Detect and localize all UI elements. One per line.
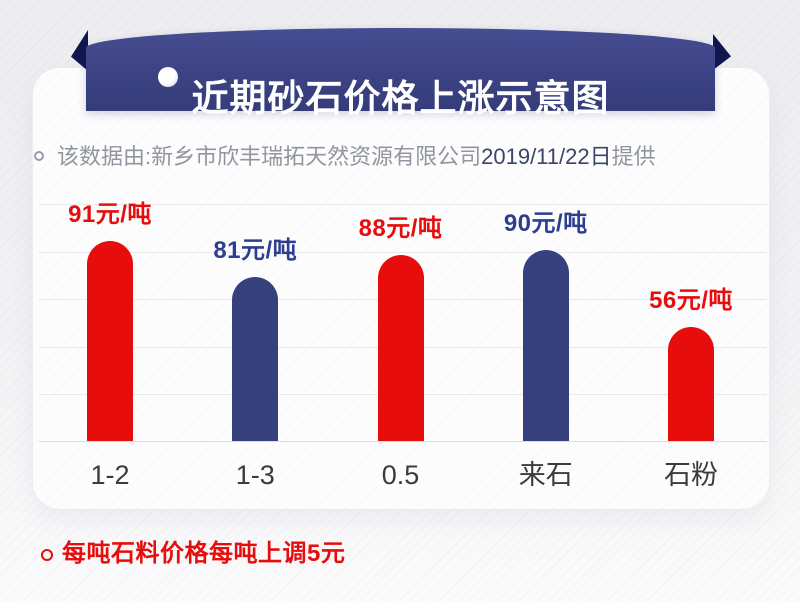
bar-0.5 [377,255,424,441]
data-source-text: 该数据由:新乡市欣丰瑞拓天然资源有限公司2019/11/22日提供 [57,144,656,170]
bar-value-label: 81元/吨 [213,237,298,264]
data-source-date: 2019/11/22日 [481,144,612,169]
x-axis-label: 石粉 [664,460,718,490]
chart-card: 91元/吨 1-2 81元/吨 1-3 88元/吨 0.5 90元/吨来石 56元/吨石粉 [32,67,770,510]
gridline [39,204,767,205]
sphere-bullet-icon [158,67,178,87]
x-axis-label: 来石 [518,460,573,490]
page-title: 近期砂石价格上涨示意图 [191,78,610,119]
ribbon-fold-right-icon [713,34,731,70]
title-banner: 近期砂石价格上涨示意图 [86,28,715,119]
bar-1-2 [87,241,133,441]
x-axis-label: 0.5 [381,460,420,490]
footer-note: 每吨石料价格每吨上调5元 [62,540,346,567]
bar-value-label: 56元/吨 [649,287,733,314]
x-axis-label: 1-3 [235,460,275,490]
x-axis-label: 1-2 [90,460,130,490]
bar-1-3 [232,277,279,441]
circle-bullet-icon [34,151,44,161]
bar-value-label: 88元/吨 [358,215,443,242]
bar-石粉 [668,327,714,441]
circle-bullet-icon [41,549,53,561]
bar-来石 [522,250,569,441]
bar-value-label: 90元/吨 [503,210,588,237]
gridline [39,252,767,253]
data-source-suffix: 提供 [611,144,656,169]
x-axis-baseline [39,441,767,442]
bar-value-label: 91元/吨 [68,201,152,228]
data-source-prefix: 该数据由:新乡市欣丰瑞拓天然资源有限公司 [57,144,482,169]
